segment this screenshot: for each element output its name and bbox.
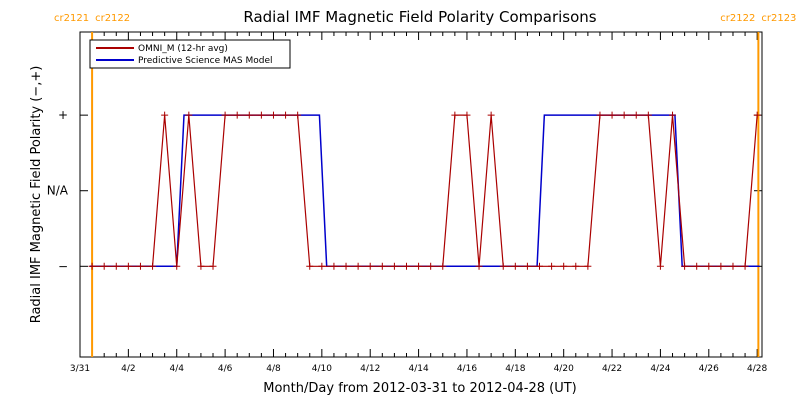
x-tick-label: 4/12: [360, 364, 380, 374]
omni-point: [354, 262, 362, 270]
carrington-label-left: cr2121: [54, 13, 89, 24]
x-tick-label: 4/18: [505, 364, 525, 374]
omni-point: [693, 262, 701, 270]
x-tick-label: 4/24: [650, 364, 670, 374]
omni-point: [366, 262, 374, 270]
omni-point: [197, 262, 205, 270]
omni-point: [548, 262, 556, 270]
omni-point: [511, 262, 519, 270]
omni-point: [88, 262, 96, 270]
omni-point: [572, 262, 580, 270]
omni-point: [257, 111, 265, 119]
carrington-label-right: cr2122: [95, 13, 130, 24]
x-tick-label: 4/16: [457, 364, 477, 374]
omni-point: [632, 111, 640, 119]
omni-point: [306, 262, 314, 270]
x-axis-label: Month/Day from 2012-03-31 to 2012-04-28 …: [263, 381, 576, 396]
omni-point: [161, 111, 169, 119]
omni-point: [173, 262, 181, 270]
x-tick-label: 4/2: [121, 364, 135, 374]
omni-point: [608, 111, 616, 119]
omni-point: [536, 262, 544, 270]
omni-point: [620, 111, 628, 119]
omni-line: [92, 114, 758, 267]
omni-point: [185, 111, 193, 119]
omni-point: [439, 262, 447, 270]
omni-point: [427, 262, 435, 270]
omni-point: [245, 111, 253, 119]
legend: OMNI_M (12-hr avg) Predictive Science MA…: [89, 39, 291, 69]
carrington-markers: cr2121 cr2122 cr2122 cr2123: [54, 13, 796, 357]
omni-point: [294, 111, 302, 119]
omni-point: [584, 262, 592, 270]
y-tick-label: +: [58, 108, 68, 122]
omni-point: [378, 262, 386, 270]
omni-point: [269, 111, 277, 119]
omni-point: [705, 262, 713, 270]
x-tick-label: 4/20: [554, 364, 574, 374]
x-tick-label: 4/4: [169, 364, 184, 374]
x-tick-label: 4/8: [266, 364, 281, 374]
omni-point: [717, 262, 725, 270]
x-tick-label: 4/10: [312, 364, 332, 374]
omni-point: [487, 111, 495, 119]
omni-point: [415, 262, 423, 270]
legend-box: [89, 39, 291, 69]
x-tick-label: 4/26: [699, 364, 719, 374]
omni-point: [100, 262, 108, 270]
x-tick-labels: 3/31 4/2 4/4 4/6 4/8 4/10 4/12 4/14 4/16 4/18 4/20…: [70, 364, 768, 374]
chart-title: Radial IMF Magnetic Field Polarity Compa…: [243, 8, 596, 26]
series-layer: [88, 111, 761, 270]
x-tick-label: 4/28: [747, 364, 767, 374]
omni-point: [112, 262, 120, 270]
omni-point: [390, 262, 398, 270]
omni-point: [644, 111, 652, 119]
omni-point: [209, 262, 217, 270]
omni-point: [463, 111, 471, 119]
x-tick-label: 4/14: [408, 364, 428, 374]
omni-point: [560, 262, 568, 270]
omni-point: [523, 262, 531, 270]
omni-point: [729, 262, 737, 270]
omni-point: [475, 262, 483, 270]
omni-point: [499, 262, 507, 270]
omni-point: [233, 111, 241, 119]
omni-point: [681, 262, 689, 270]
y-tick-labels: − N/A +: [47, 108, 69, 273]
omni-point: [451, 111, 459, 119]
x-tick-label: 3/31: [70, 364, 90, 374]
omni-point: [402, 262, 410, 270]
omni-point: [596, 111, 604, 119]
x-tick-label: 4/6: [218, 364, 233, 374]
legend-label-omni: OMNI_M (12-hr avg): [138, 44, 228, 54]
omni-point: [124, 262, 132, 270]
axis-ticks: [79, 32, 762, 357]
y-tick-label: N/A: [47, 184, 69, 198]
plot-area: [79, 31, 763, 358]
omni-point: [149, 262, 157, 270]
legend-label-mas: Predictive Science MAS Model: [138, 56, 273, 66]
carrington-label-left: cr2122: [720, 13, 755, 24]
carrington-label-right: cr2123: [761, 13, 796, 24]
omni-point: [753, 111, 761, 119]
omni-point: [656, 262, 664, 270]
omni-point: [282, 111, 290, 119]
omni-point: [221, 111, 229, 119]
y-tick-label: −: [58, 259, 68, 273]
y-axis-label: Radial IMF Magnetic Field Polarity (−,+): [29, 66, 44, 324]
omni-point: [136, 262, 144, 270]
omni-point: [342, 262, 350, 270]
omni-point: [669, 111, 677, 119]
x-tick-label: 4/22: [602, 364, 622, 374]
omni-point: [318, 262, 326, 270]
omni-point: [741, 262, 749, 270]
omni-point: [330, 262, 338, 270]
